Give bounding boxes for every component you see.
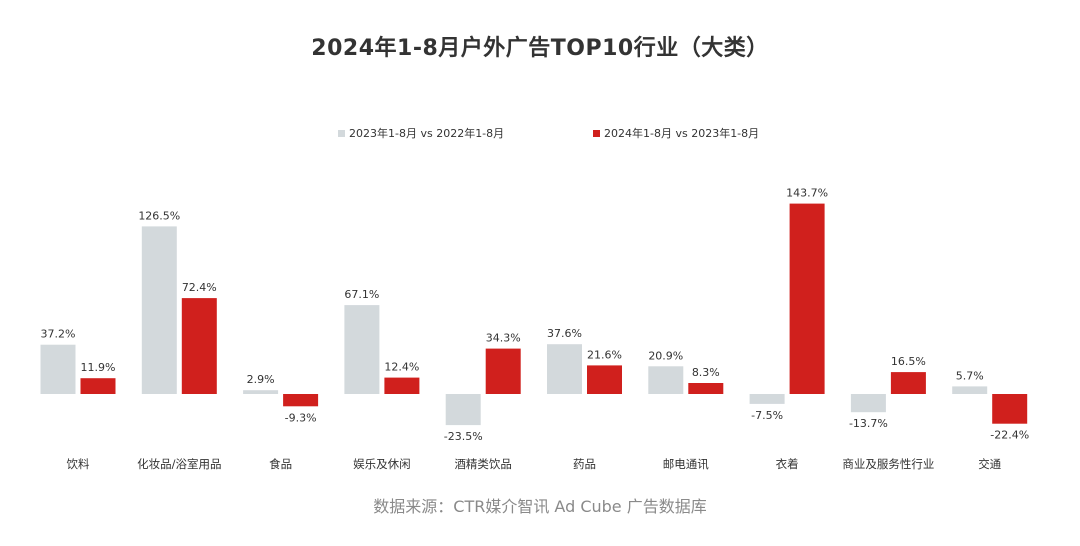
- legend-swatch-2023: [338, 129, 345, 137]
- bar-series1-3: [243, 390, 279, 394]
- bar-series1-4: [344, 305, 380, 394]
- bar-series2-8: [789, 203, 825, 394]
- category-label-5: 酒精类饮品: [454, 457, 512, 471]
- data-label-series1-8: -7.5%: [751, 409, 783, 422]
- legend-swatch-2024: [593, 129, 600, 137]
- bar-series2-7: [688, 383, 724, 394]
- category-label-7: 邮电通讯: [663, 457, 709, 471]
- bar-series2-2: [181, 298, 217, 394]
- data-label-series1-7: 20.9%: [648, 349, 683, 362]
- bar-series2-6: [587, 365, 622, 394]
- bar-series1-2: [141, 226, 177, 394]
- data-label-series2-5: 34.3%: [486, 332, 521, 345]
- data-label-series2-9: 16.5%: [891, 355, 926, 368]
- bar-series1-9: [850, 394, 886, 413]
- bar-series2-5: [485, 348, 521, 394]
- category-label-4: 娱乐及休闲: [353, 457, 411, 471]
- legend-label-2023: 2023年1-8月 vs 2022年1-8月: [349, 127, 505, 140]
- category-label-1: 饮料: [67, 457, 90, 471]
- category-label-2: 化妆品/浴室用品: [137, 457, 221, 471]
- data-label-series1-10: 5.7%: [956, 369, 984, 382]
- chart-title: 2024年1-8月户外广告TOP10行业（大类）: [311, 36, 769, 61]
- bar-series1-6: [547, 344, 582, 394]
- category-label-6: 药品: [573, 457, 596, 471]
- chart-legend: 2023年1-8月 vs 2022年1-8月 2024年1-8月 vs 2023…: [0, 125, 1080, 145]
- bar-series2-4: [384, 377, 420, 394]
- data-label-series1-5: -23.5%: [444, 430, 483, 443]
- data-label-series2-1: 11.9%: [81, 361, 116, 374]
- data-label-series2-2: 72.4%: [182, 281, 217, 294]
- bar-series1-10: [952, 386, 988, 394]
- legend-item-2023: 2023年1-8月 vs 2022年1-8月: [338, 125, 504, 141]
- data-label-series2-6: 21.6%: [587, 348, 622, 361]
- data-label-series1-6: 37.6%: [547, 327, 582, 340]
- data-label-series1-4: 67.1%: [344, 288, 379, 301]
- data-label-series1-3: 2.9%: [247, 373, 275, 386]
- bar-series1-7: [648, 366, 684, 394]
- data-label-series2-10: -22.4%: [990, 429, 1029, 442]
- bar-series1-8: [749, 394, 785, 404]
- category-label-10: 交通: [978, 457, 1001, 471]
- category-label-8: 衣着: [776, 457, 799, 471]
- category-label-9: 商业及服务性行业: [842, 457, 934, 471]
- category-label-3: 食品: [269, 457, 292, 471]
- legend-label-2024: 2024年1-8月 vs 2023年1-8月: [604, 127, 760, 140]
- data-label-series2-7: 8.3%: [692, 366, 720, 379]
- bar-series1-1: [40, 344, 76, 394]
- legend-item-2024: 2024年1-8月 vs 2023年1-8月: [593, 125, 759, 141]
- bar-series2-1: [80, 378, 116, 394]
- bar-series2-10: [992, 394, 1028, 424]
- data-label-series2-4: 12.4%: [384, 361, 419, 374]
- data-label-series1-2: 126.5%: [138, 209, 180, 222]
- data-label-series2-8: 143.7%: [786, 187, 828, 200]
- data-label-series1-1: 37.2%: [41, 328, 76, 341]
- data-label-series2-3: -9.3%: [285, 411, 317, 424]
- bar-chart: 37.2% 11.9% 饮料 126.5% 72.4% 化妆品/浴室用品 2.9% -9.3%…: [40, 187, 1029, 471]
- source-note: 数据来源：CTR媒介智讯 Ad Cube 广告数据库: [373, 497, 707, 516]
- bar-series2-3: [283, 394, 319, 407]
- bar-series1-5: [445, 394, 481, 426]
- bar-series2-9: [890, 372, 926, 394]
- data-label-series1-9: -13.7%: [849, 417, 888, 430]
